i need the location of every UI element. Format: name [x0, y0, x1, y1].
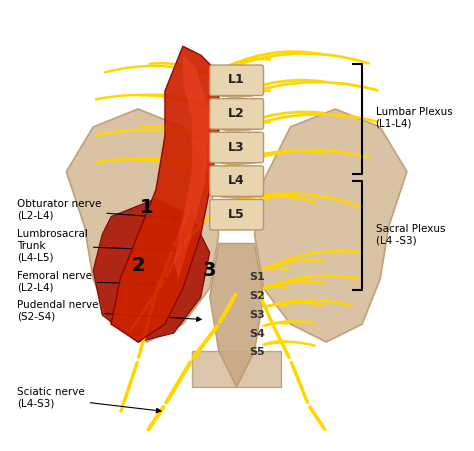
- Ellipse shape: [214, 89, 259, 97]
- Text: 1: 1: [140, 198, 154, 217]
- Ellipse shape: [214, 123, 259, 131]
- Polygon shape: [255, 109, 407, 342]
- FancyBboxPatch shape: [210, 65, 264, 96]
- Text: 3: 3: [203, 261, 217, 280]
- Text: S2: S2: [249, 291, 264, 301]
- Text: S3: S3: [249, 310, 264, 320]
- FancyBboxPatch shape: [210, 132, 264, 163]
- Text: Lumbar Plexus
(L1-L4): Lumbar Plexus (L1-L4): [375, 107, 452, 129]
- Text: Obturator nerve
(L2-L4): Obturator nerve (L2-L4): [17, 199, 179, 221]
- Text: S4: S4: [249, 328, 265, 339]
- Polygon shape: [111, 46, 219, 342]
- FancyBboxPatch shape: [210, 199, 264, 230]
- FancyBboxPatch shape: [210, 99, 264, 129]
- FancyBboxPatch shape: [210, 166, 264, 196]
- Ellipse shape: [214, 190, 259, 198]
- Text: Femoral nerve
(L2-L4): Femoral nerve (L2-L4): [17, 271, 156, 292]
- Ellipse shape: [214, 156, 259, 165]
- Text: L2: L2: [228, 107, 245, 120]
- Polygon shape: [192, 351, 282, 387]
- Text: S5: S5: [249, 347, 264, 357]
- Text: L1: L1: [228, 74, 245, 86]
- Polygon shape: [174, 55, 210, 279]
- Text: Lumbrosacral
Trunk
(L4-L5): Lumbrosacral Trunk (L4-L5): [17, 229, 188, 262]
- Text: S1: S1: [249, 272, 264, 282]
- Text: L5: L5: [228, 208, 245, 221]
- Polygon shape: [66, 109, 219, 342]
- Text: 2: 2: [131, 256, 145, 276]
- Text: Sciatic nerve
(L4-S3): Sciatic nerve (L4-S3): [17, 387, 161, 413]
- Text: Pudendal nerve
(S2-S4): Pudendal nerve (S2-S4): [17, 300, 201, 322]
- Text: L3: L3: [228, 141, 245, 153]
- Polygon shape: [210, 244, 264, 387]
- Polygon shape: [93, 198, 210, 342]
- Text: L4: L4: [228, 174, 245, 187]
- Text: Sacral Plexus
(L4 -S3): Sacral Plexus (L4 -S3): [375, 224, 445, 245]
